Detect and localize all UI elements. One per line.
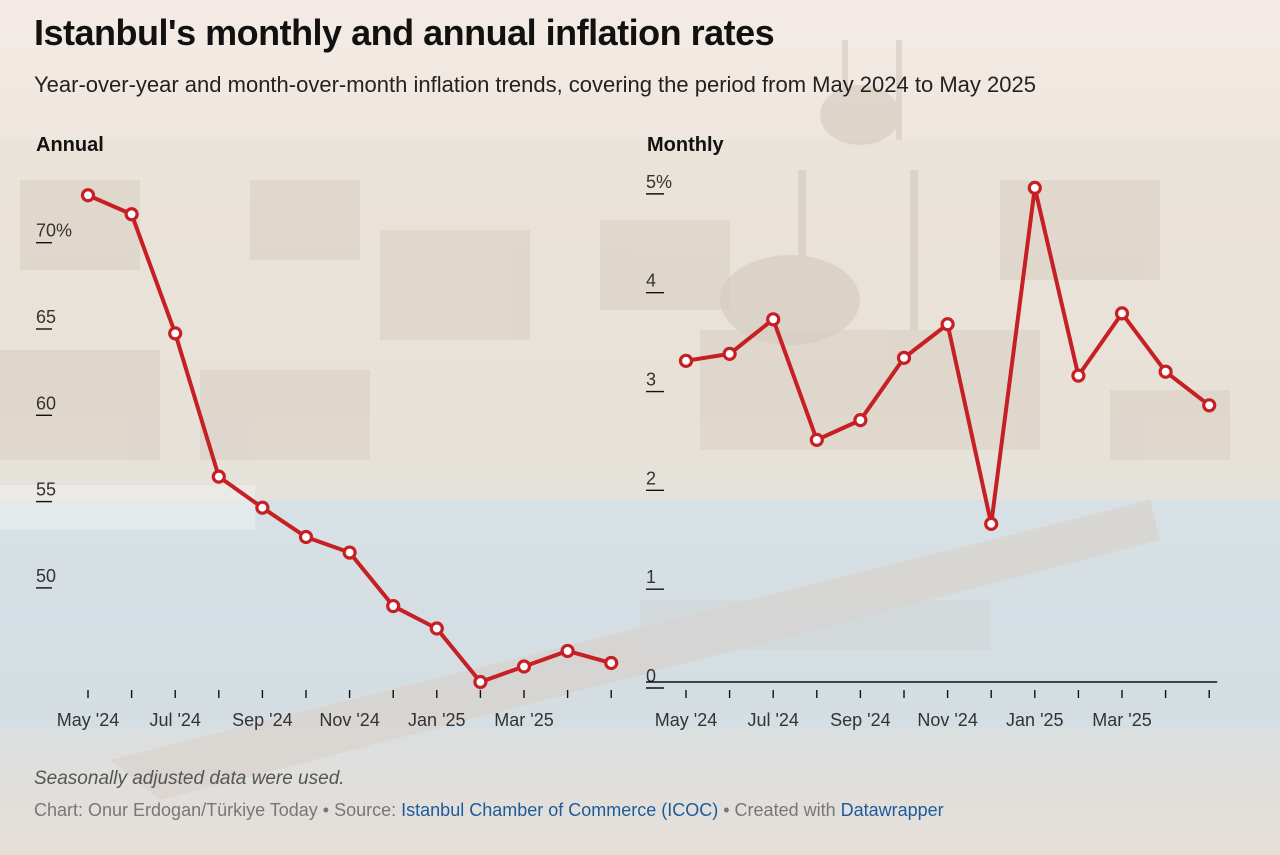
- annual-panel-title: Annual: [36, 134, 104, 156]
- footnote: Seasonally adjusted data were used.: [34, 768, 345, 789]
- monthly-ytick-label: 1: [646, 567, 656, 587]
- monthly-ytick-label: 4: [646, 271, 656, 291]
- monthly-panel-title: Monthly: [647, 134, 724, 156]
- annual-data-point: [298, 529, 314, 545]
- datawrapper-link[interactable]: Datawrapper: [840, 800, 944, 820]
- annual-ytick-label: 70%: [36, 221, 72, 241]
- monthly-data-point: [809, 432, 824, 447]
- credits-middle: • Created with: [718, 800, 841, 820]
- monthly-ytick-label: 5%: [646, 172, 672, 192]
- annual-data-point: [386, 598, 401, 614]
- credits-line: Chart: Onur Erdogan/Türkiye Today • Sour…: [34, 800, 944, 821]
- monthly-data-point: [1114, 306, 1130, 321]
- annual-data-point: [516, 659, 532, 674]
- monthly-data-point: [1027, 180, 1042, 195]
- annual-ytick-label: 60: [36, 393, 56, 413]
- annual-data-point: [604, 655, 619, 671]
- chart-subtitle: Year-over-year and month-over-month infl…: [34, 72, 1036, 97]
- annual-xtick-label: May '24: [57, 710, 119, 730]
- annual-xtick-label: Nov '24: [319, 710, 379, 730]
- monthly-ytick-label: 0: [646, 666, 656, 686]
- monthly-data-point: [722, 346, 737, 362]
- credits-prefix: Chart: Onur Erdogan/Türkiye Today • Sour…: [34, 800, 402, 820]
- monthly-series-line: [684, 185, 1212, 526]
- monthly-ytick-label: 2: [646, 468, 656, 488]
- annual-data-point: [124, 207, 139, 222]
- monthly-data-point: [984, 516, 999, 531]
- annual-data-point: [429, 621, 444, 636]
- monthly-data-point: [1071, 368, 1086, 383]
- monthly-xtick-label: Jan '25: [1006, 710, 1063, 730]
- annual-xtick-label: Jul '24: [149, 710, 200, 730]
- annual-data-point: [168, 326, 183, 341]
- annual-data-point: [255, 500, 270, 515]
- monthly-data-point: [1158, 364, 1173, 379]
- monthly-xtick-label: Mar '25: [1092, 710, 1151, 730]
- monthly-ytick-label: 3: [646, 370, 656, 390]
- annual-ytick-label: 65: [36, 307, 56, 327]
- annual-data-point: [560, 643, 575, 659]
- monthly-xtick-label: Jul '24: [747, 710, 798, 730]
- annual-data-point: [211, 469, 226, 484]
- annual-ytick-label: 50: [36, 566, 56, 586]
- monthly-data-point: [1202, 398, 1217, 413]
- annual-data-point: [473, 674, 488, 690]
- monthly-data-point: [853, 413, 868, 428]
- annual-xtick-label: Mar '25: [494, 710, 553, 730]
- monthly-data-point: [678, 353, 694, 368]
- annual-xtick-label: Jan '25: [408, 710, 465, 730]
- source-link[interactable]: Istanbul Chamber of Commerce (ICOC): [401, 800, 719, 820]
- annual-series-line: [86, 193, 614, 684]
- monthly-xtick-label: Sep '24: [830, 710, 891, 730]
- monthly-data-point: [766, 312, 781, 327]
- monthly-xtick-label: May '24: [655, 710, 717, 730]
- monthly-data-point: [896, 350, 912, 365]
- monthly-data-point: [940, 317, 955, 332]
- annual-data-point: [80, 188, 96, 203]
- chart-title: Istanbul's monthly and annual inflation …: [34, 12, 775, 53]
- annual-ytick-label: 55: [36, 480, 56, 500]
- annual-xtick-label: Sep '24: [232, 710, 293, 730]
- annual-data-point: [342, 545, 357, 560]
- monthly-xtick-label: Nov '24: [917, 710, 977, 730]
